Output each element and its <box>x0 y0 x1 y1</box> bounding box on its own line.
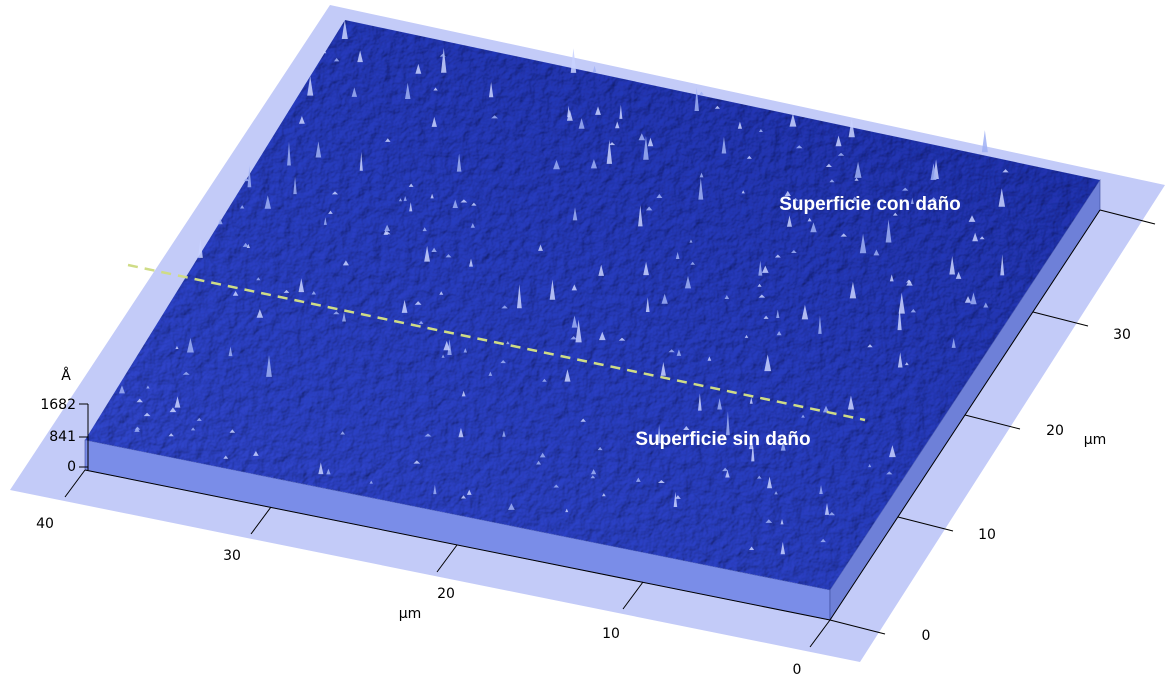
annotation: Superficie sin daño <box>635 429 810 450</box>
z-tick-label: 841 <box>49 429 76 445</box>
y-tick-label: 30 <box>1113 327 1131 343</box>
x-tick-label: 10 <box>602 626 620 642</box>
x-tick-label: 40 <box>36 516 54 532</box>
peak <box>982 130 988 152</box>
y-tick-label: 20 <box>1046 423 1064 439</box>
z-tick-label: 0 <box>67 459 76 475</box>
x-tick-label: 20 <box>437 586 455 602</box>
y-tick-label: 10 <box>978 527 996 543</box>
x-tick-label: 0 <box>793 662 802 678</box>
y-unit: µm <box>1084 432 1107 448</box>
x-tick-label: 30 <box>223 548 241 564</box>
afm-figure: Å 1682 841 0 40 30 20 µm 10 0 0 10 20 µm… <box>0 0 1169 680</box>
z-tick-label: 1682 <box>40 397 76 413</box>
z-unit: Å <box>61 367 71 384</box>
y-tick-label: 0 <box>922 628 931 644</box>
annotation: Superficie con daño <box>779 194 961 215</box>
x-unit: µm <box>399 606 422 622</box>
